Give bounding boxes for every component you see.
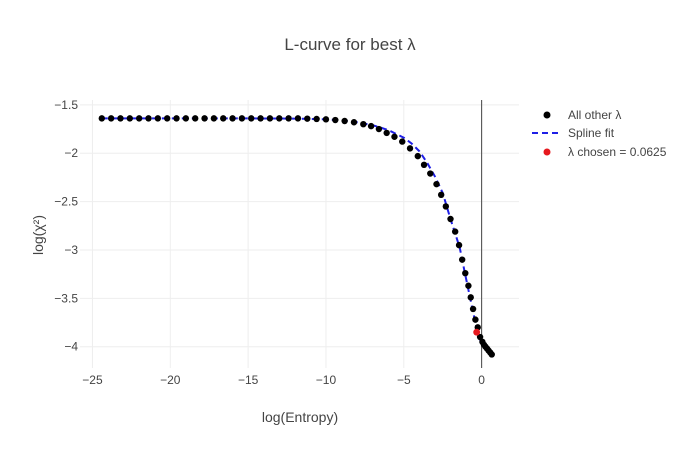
data-point — [229, 115, 236, 122]
y-tick-label: −2 — [64, 146, 78, 160]
data-point — [294, 115, 302, 122]
data-point — [406, 145, 414, 152]
data-point — [350, 119, 358, 126]
legend-label-all-other: All other λ — [568, 108, 621, 122]
data-point — [383, 129, 390, 137]
legend-label-chosen: λ chosen = 0.0625 — [568, 145, 667, 159]
data-point — [433, 180, 440, 188]
chart-title: L-curve for best λ — [284, 35, 416, 54]
x-tick-label: −15 — [238, 373, 259, 387]
y-axis-title: log(χ²) — [30, 215, 46, 255]
data-point — [117, 115, 124, 122]
data-point — [427, 170, 434, 177]
data-point — [476, 333, 484, 341]
data-point — [420, 161, 428, 169]
legend-marker-chosen — [543, 148, 551, 156]
x-tick-labels: −25 −20 −15 −10 −5 0 — [82, 373, 485, 387]
data-point — [458, 256, 466, 263]
legend[interactable]: All other λ Spline fit λ chosen = 0.0625 — [532, 108, 667, 159]
data-point — [107, 115, 115, 122]
data-point — [462, 269, 469, 277]
x-tick-label: −10 — [316, 373, 337, 387]
data-point — [257, 115, 264, 122]
data-point — [467, 294, 474, 301]
points-layer — [98, 115, 495, 358]
y-tick-label: −1.5 — [54, 98, 78, 112]
data-point — [126, 115, 134, 122]
y-tick-label: −3 — [64, 243, 78, 257]
x-tick-label: −5 — [397, 373, 411, 387]
y-tick-labels: −1.5 −2 −2.5 −3 −3.5 −4 — [54, 98, 78, 354]
data-point — [238, 115, 246, 122]
data-point — [437, 191, 445, 199]
data-point — [455, 241, 463, 249]
data-point — [182, 115, 190, 122]
data-point — [465, 282, 472, 289]
data-point — [341, 117, 348, 125]
x-tick-label: 0 — [478, 373, 485, 387]
data-point — [367, 122, 375, 130]
data-point — [135, 115, 143, 122]
legend-marker-all-other — [543, 111, 551, 119]
data-point — [276, 115, 283, 122]
chosen-lambda-point — [473, 328, 481, 336]
data-point — [163, 115, 171, 122]
x-axis-title: log(Entropy) — [262, 409, 338, 425]
y-tick-label: −2.5 — [54, 195, 78, 209]
data-point — [266, 115, 274, 122]
data-point — [313, 115, 320, 123]
y-tick-label: −3.5 — [54, 291, 78, 305]
spline-layer — [101, 117, 493, 356]
data-point — [447, 215, 454, 223]
data-point — [451, 228, 459, 235]
data-point — [469, 305, 477, 313]
data-point — [304, 115, 311, 122]
data-point — [248, 115, 255, 122]
data-point — [98, 115, 105, 122]
data-point — [210, 115, 218, 122]
y-tick-label: −4 — [64, 340, 78, 354]
x-tick-label: −20 — [160, 373, 181, 387]
data-point — [191, 115, 199, 122]
data-point — [375, 125, 383, 133]
data-point — [285, 115, 292, 122]
data-point — [145, 115, 152, 122]
data-point — [442, 203, 450, 210]
data-point — [399, 138, 406, 145]
data-point — [201, 115, 208, 122]
data-point — [332, 116, 339, 124]
data-point — [472, 316, 479, 323]
legend-item-spline[interactable]: Spline fit — [532, 126, 615, 140]
data-point — [154, 115, 162, 122]
data-point — [360, 120, 367, 128]
legend-item-chosen[interactable]: λ chosen = 0.0625 — [543, 145, 667, 159]
data-point — [391, 133, 398, 140]
data-point — [220, 115, 227, 122]
legend-label-spline: Spline fit — [568, 126, 615, 140]
x-tick-label: −25 — [82, 373, 103, 387]
data-point — [488, 351, 495, 358]
data-point — [322, 116, 330, 123]
spline-fit-line — [101, 117, 493, 356]
data-point — [414, 152, 422, 160]
legend-item-all-other[interactable]: All other λ — [543, 108, 622, 122]
data-point — [173, 115, 180, 122]
